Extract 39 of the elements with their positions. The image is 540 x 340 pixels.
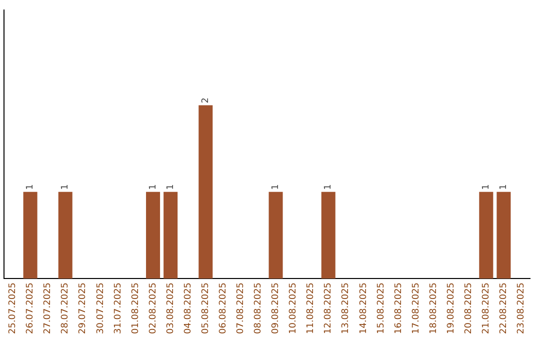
data-label: 2 — [200, 98, 211, 104]
x-tick-label: 10.08.2025 — [288, 282, 299, 334]
x-tick-label: 04.08.2025 — [183, 282, 194, 334]
data-label: 1 — [271, 184, 282, 190]
data-label: 1 — [26, 184, 36, 190]
x-tick-label: 06.08.2025 — [218, 282, 229, 334]
x-tick-label: 28.07.2025 — [60, 282, 71, 334]
data-label: 1 — [148, 184, 158, 190]
x-tick-label: 11.08.2025 — [306, 282, 316, 334]
x-tick-label: 22.08.2025 — [499, 282, 510, 334]
x-tick-label: 07.08.2025 — [236, 282, 246, 334]
x-tick-label: 01.08.2025 — [130, 282, 141, 334]
x-tick-label: 30.07.2025 — [96, 282, 106, 334]
x-tick-label: 31.07.2025 — [113, 282, 124, 334]
x-tick-label: 17.08.2025 — [411, 282, 422, 334]
x-tick-label: 21.08.2025 — [482, 282, 492, 334]
x-tick-label: 27.07.2025 — [43, 282, 54, 334]
x-tick-label: 09.08.2025 — [271, 282, 282, 334]
data-label: 1 — [166, 184, 176, 190]
x-tick-label: 19.08.2025 — [446, 282, 456, 334]
data-label: 1 — [482, 184, 492, 190]
x-tick-label: 05.08.2025 — [200, 282, 211, 334]
data-label: 1 — [60, 184, 71, 190]
x-tick-label: 26.07.2025 — [26, 282, 36, 334]
data-label: 1 — [324, 184, 334, 190]
x-tick-label: 08.08.2025 — [254, 282, 264, 334]
data-label: 1 — [499, 184, 510, 190]
x-tick-label: 15.08.2025 — [376, 282, 386, 334]
x-tick-label: 20.08.2025 — [464, 282, 474, 334]
x-tick-label: 18.08.2025 — [428, 282, 439, 334]
x-tick-label: 16.08.2025 — [394, 282, 404, 334]
x-tick-label: 13.08.2025 — [341, 282, 352, 334]
x-tick-label: 12.08.2025 — [324, 282, 334, 334]
x-tick-label: 02.08.2025 — [148, 282, 158, 334]
x-tick-label: 25.07.2025 — [8, 282, 18, 334]
x-tick-label: 03.08.2025 — [166, 282, 176, 334]
x-tick-label: 23.08.2025 — [516, 282, 527, 334]
x-tick-label: 14.08.2025 — [358, 282, 369, 334]
x-tick-label: 29.07.2025 — [78, 282, 88, 334]
